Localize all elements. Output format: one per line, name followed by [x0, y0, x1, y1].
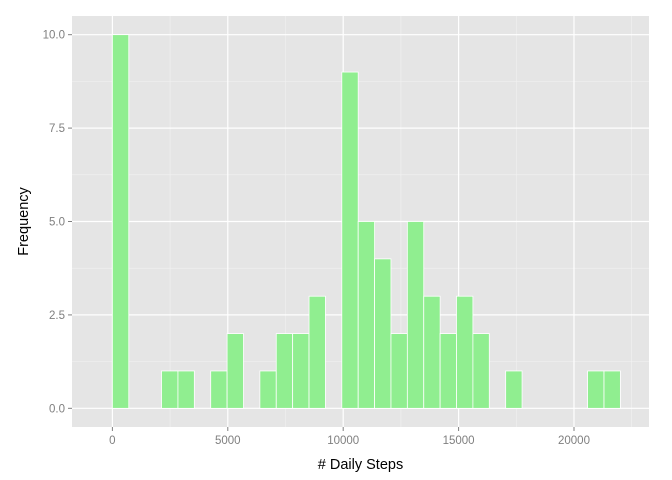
y-tick-label: 10.0: [43, 30, 65, 42]
x-tick-label: 10000: [327, 435, 359, 447]
x-tick-label: 15000: [443, 435, 475, 447]
axis-ticks: 0 5000 10000 15000 20000 0.0 2.5 5.0 7.5 10.0: [43, 30, 590, 447]
histogram-bar: [177, 370, 195, 409]
histogram-bars: [111, 34, 621, 409]
histogram-bar: [308, 295, 326, 409]
histogram-bar: [472, 333, 490, 409]
y-tick-label: 5.0: [49, 217, 65, 229]
histogram-bar: [423, 295, 441, 409]
histogram-bar: [439, 333, 457, 409]
histogram-bar: [226, 333, 244, 409]
histogram-bar: [275, 333, 294, 409]
y-axis-title: Frequency: [16, 187, 32, 256]
y-tick-label: 7.5: [49, 123, 65, 135]
histogram-bar: [111, 34, 130, 409]
x-tick-label: 0: [109, 435, 115, 447]
y-tick-label: 0.0: [49, 403, 65, 415]
histogram-bar: [341, 71, 359, 409]
histogram-bar: [505, 370, 523, 409]
histogram-bar: [406, 221, 425, 409]
histogram-bar: [587, 370, 605, 409]
histogram-bar: [292, 333, 310, 409]
y-tick-label: 2.5: [49, 310, 65, 322]
histogram-bar: [161, 370, 179, 409]
histogram-bar: [210, 370, 228, 409]
x-axis-title: # Daily Steps: [318, 457, 403, 473]
histogram-bar: [390, 333, 408, 409]
histogram-bar: [357, 221, 375, 409]
histogram-bar: [259, 370, 277, 409]
histogram-bar: [456, 295, 474, 409]
x-tick-label: 20000: [558, 435, 590, 447]
histogram-bar: [374, 258, 392, 409]
histogram-bar: [603, 370, 621, 409]
x-tick-label: 5000: [215, 435, 241, 447]
